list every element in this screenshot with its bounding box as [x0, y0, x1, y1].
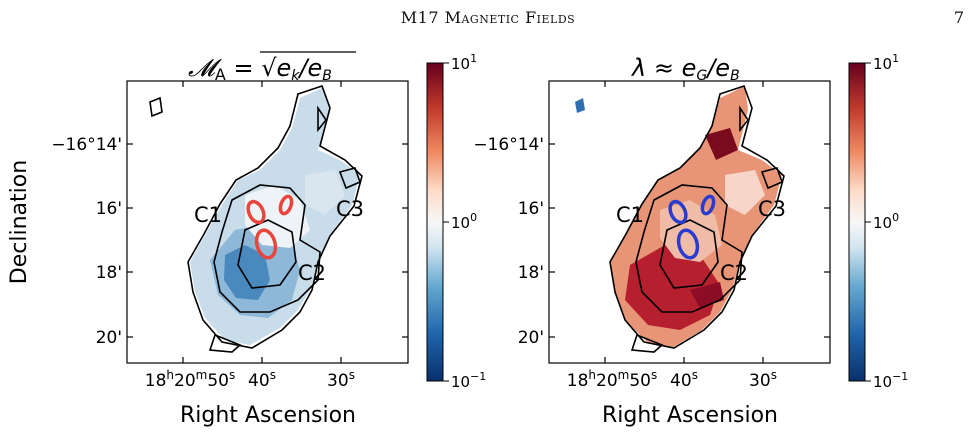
xtick-0-right: 18h20m50s — [567, 368, 658, 391]
region-c3-left: C3 — [336, 197, 364, 221]
ticks-right — [549, 81, 830, 363]
colorbar-ticks-right — [865, 62, 871, 382]
colorbar-left — [426, 62, 444, 382]
cbar-tick-bot-left: 10−1 — [451, 370, 486, 391]
xtick-1-right: 40s — [670, 368, 698, 391]
ticks-left — [127, 81, 408, 363]
highlight-left — [246, 194, 294, 260]
cbar-tick-bot-right: 10−1 — [873, 370, 908, 391]
xtick-1-left: 40s — [248, 368, 276, 391]
region-c1-right: C1 — [616, 203, 644, 227]
highlight-right — [668, 194, 716, 260]
xtick-2-right: 30s — [749, 368, 777, 391]
cbar-tick-top-right: 101 — [873, 52, 899, 73]
ytick-0-left: −16°14' — [51, 135, 122, 155]
page-number: 7 — [953, 8, 964, 27]
panel-left: 𝓜A = √ek/eB C1 C2 — [51, 51, 486, 428]
lambda-map — [575, 86, 782, 348]
xtick-0-left: 18h20m50s — [145, 368, 236, 391]
region-c2-right: C2 — [720, 261, 748, 285]
x-axis-label-left: Right Ascension — [180, 403, 356, 428]
ytick-1-right: 16' — [518, 199, 544, 219]
ytick-2-left: 18' — [96, 263, 122, 283]
xtick-2-left: 30s — [327, 368, 355, 391]
x-axis-label-right: Right Ascension — [602, 403, 778, 428]
colorbar-right — [848, 62, 866, 382]
ytick-1-left: 16' — [96, 199, 122, 219]
contours-right — [609, 84, 785, 353]
region-c1-left: C1 — [194, 203, 222, 227]
panel-title-mach: 𝓜A = √ek/eB — [188, 54, 332, 84]
cbar-tick-mid-left: 100 — [451, 211, 477, 232]
panel-right: λ ≈ eG/eB C1 C2 C3 — [473, 52, 908, 428]
panel-title-lambda: λ ≈ eG/eB — [630, 54, 740, 84]
ytick-3-right: 20' — [518, 328, 544, 348]
contours-left — [149, 84, 363, 353]
colorbar-ticks-left — [443, 62, 449, 382]
ytick-0-right: −16°14' — [473, 135, 544, 155]
region-c2-left: C2 — [298, 261, 326, 285]
page-header: M17 Magnetic Fields 7 — [0, 6, 976, 30]
running-title: M17 Magnetic Fields — [400, 8, 576, 27]
region-c3-right: C3 — [758, 197, 786, 221]
ytick-3-left: 20' — [96, 328, 122, 348]
cbar-tick-top-left: 101 — [451, 52, 477, 73]
cbar-tick-mid-right: 100 — [873, 211, 899, 232]
y-axis-label: Declination — [7, 160, 32, 284]
ytick-2-right: 18' — [518, 263, 544, 283]
